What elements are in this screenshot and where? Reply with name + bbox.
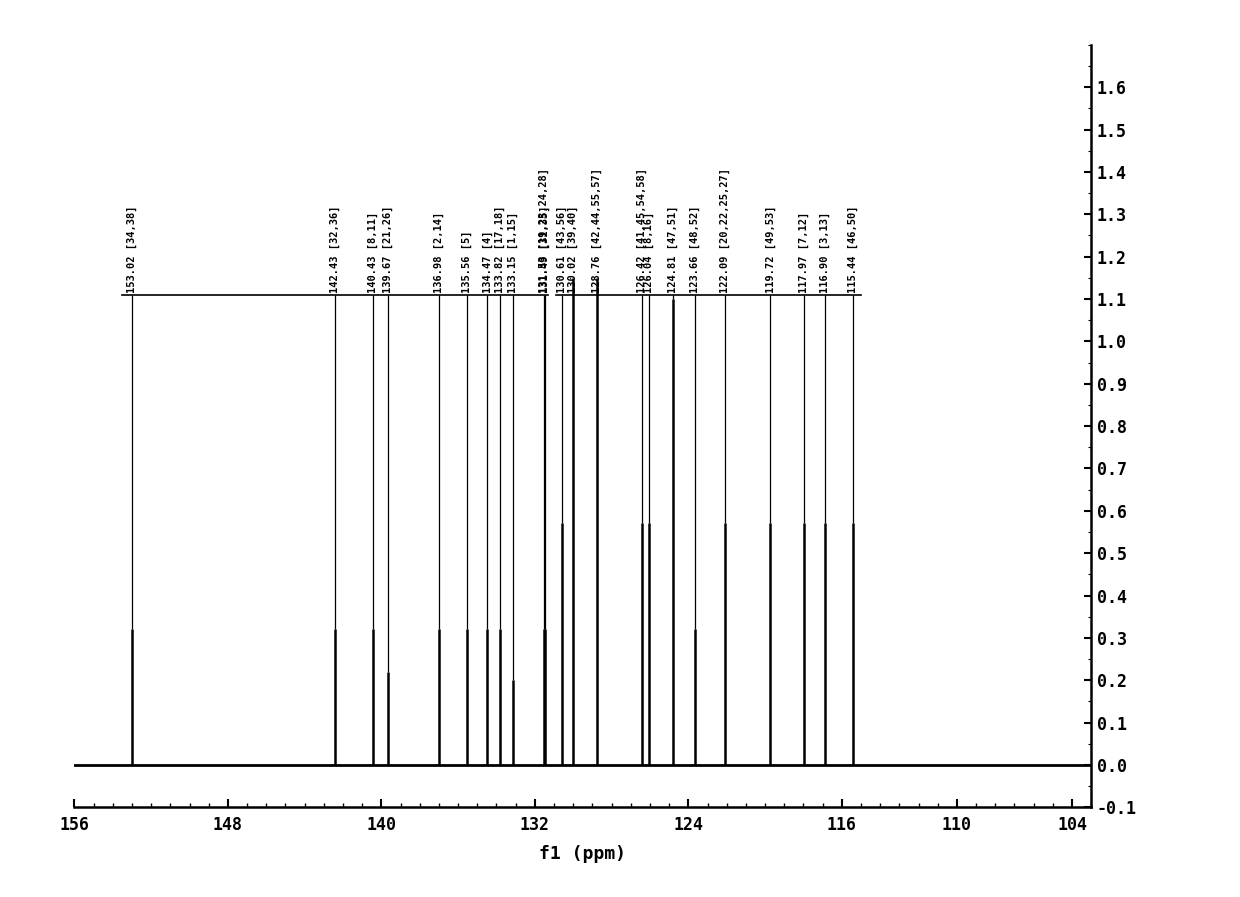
Text: 117.97 [7,12]: 117.97 [7,12] xyxy=(799,212,810,292)
Text: 153.02 [34,38]: 153.02 [34,38] xyxy=(126,205,136,292)
Text: 124.81 [47,51]: 124.81 [47,51] xyxy=(667,205,678,292)
Text: 136.98 [2,14]: 136.98 [2,14] xyxy=(434,212,444,292)
Text: 140.43 [8,11]: 140.43 [8,11] xyxy=(368,212,378,292)
Text: 133.82 [17,18]: 133.82 [17,18] xyxy=(495,205,505,292)
X-axis label: f1 (ppm): f1 (ppm) xyxy=(539,845,626,863)
Text: 126.42 [41,45,54,58]: 126.42 [41,45,54,58] xyxy=(637,168,647,292)
Text: 131.49 [31,35]: 131.49 [31,35] xyxy=(539,205,549,292)
Text: 122.09 [20,22,25,27]: 122.09 [20,22,25,27] xyxy=(720,168,730,292)
Text: 142.43 [32,36]: 142.43 [32,36] xyxy=(330,205,340,292)
Text: 123.66 [48,52]: 123.66 [48,52] xyxy=(689,205,699,292)
Text: 135.56 [5]: 135.56 [5] xyxy=(461,231,471,292)
Text: 139.67 [21,26]: 139.67 [21,26] xyxy=(383,205,393,292)
Text: 115.44 [46,50]: 115.44 [46,50] xyxy=(847,205,858,292)
Text: 119.72 [49,53]: 119.72 [49,53] xyxy=(765,205,775,292)
Text: 133.15 [1,15]: 133.15 [1,15] xyxy=(507,212,518,292)
Text: 128.76 [42,44,55,57]: 128.76 [42,44,55,57] xyxy=(591,168,603,292)
Text: 131.53 [19,23,24,28]: 131.53 [19,23,24,28] xyxy=(538,168,549,292)
Text: 130.61 [43,56]: 130.61 [43,56] xyxy=(557,205,567,292)
Text: 116.90 [3,13]: 116.90 [3,13] xyxy=(820,212,830,292)
Text: 134.47 [4]: 134.47 [4] xyxy=(482,231,492,292)
Text: 130.02 [39,40]: 130.02 [39,40] xyxy=(568,205,578,292)
Text: 126.04 [8,16]: 126.04 [8,16] xyxy=(644,212,655,292)
